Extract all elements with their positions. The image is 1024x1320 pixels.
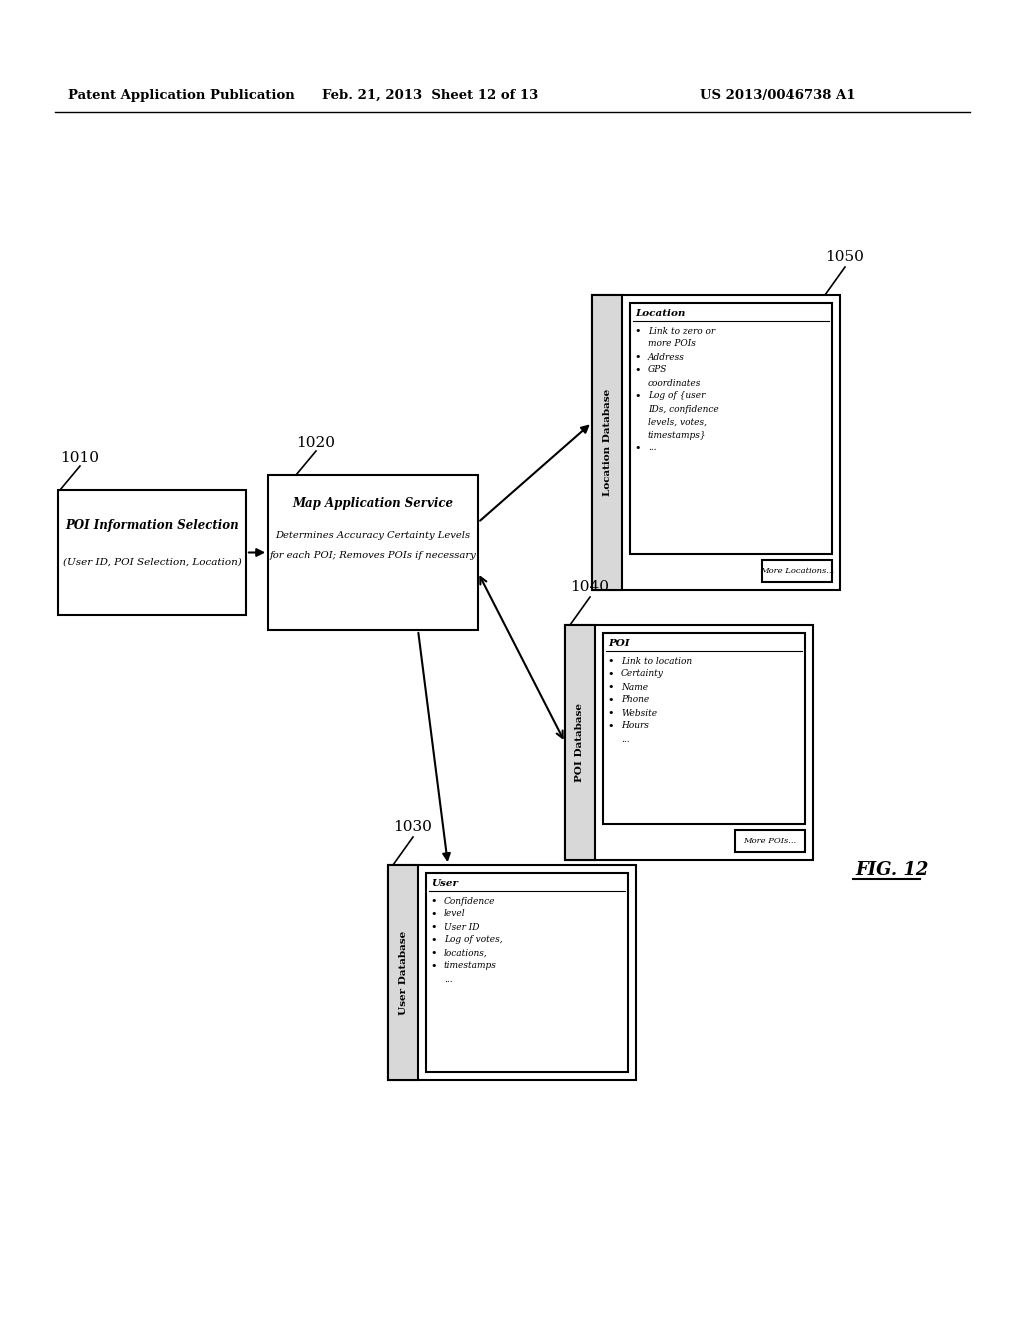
- Text: More Locations...: More Locations...: [760, 568, 835, 576]
- FancyBboxPatch shape: [565, 624, 595, 861]
- FancyBboxPatch shape: [58, 490, 246, 615]
- Text: Log of votes,: Log of votes,: [444, 936, 503, 945]
- Text: coordinates: coordinates: [648, 379, 701, 388]
- Text: ...: ...: [621, 734, 630, 743]
- Text: •: •: [608, 669, 614, 678]
- Text: US 2013/0046738 A1: US 2013/0046738 A1: [700, 88, 855, 102]
- Text: GPS: GPS: [648, 366, 668, 375]
- Text: •: •: [608, 708, 614, 718]
- Text: Link to location: Link to location: [621, 656, 692, 665]
- Text: POI Information Selection: POI Information Selection: [66, 519, 239, 532]
- Text: Determines Accuracy Certainty Levels: Determines Accuracy Certainty Levels: [275, 531, 471, 540]
- Text: locations,: locations,: [444, 949, 487, 957]
- Text: •: •: [431, 909, 437, 919]
- Text: 1010: 1010: [60, 451, 99, 465]
- Text: •: •: [635, 366, 641, 375]
- Text: FIG. 12: FIG. 12: [855, 861, 929, 879]
- FancyBboxPatch shape: [735, 830, 805, 851]
- Text: •: •: [635, 391, 641, 401]
- Text: Address: Address: [648, 352, 685, 362]
- Text: User Database: User Database: [398, 931, 408, 1015]
- Text: •: •: [431, 896, 437, 906]
- Text: •: •: [608, 656, 614, 667]
- Text: ...: ...: [648, 444, 656, 453]
- Text: for each POI; Removes POIs if necessary: for each POI; Removes POIs if necessary: [269, 550, 476, 560]
- Text: Link to zero or: Link to zero or: [648, 326, 715, 335]
- Text: timestamps: timestamps: [444, 961, 497, 970]
- Text: timestamps}: timestamps}: [648, 430, 707, 440]
- Text: More POIs...: More POIs...: [743, 837, 797, 845]
- Text: Map Application Service: Map Application Service: [293, 496, 454, 510]
- Text: •: •: [431, 948, 437, 958]
- FancyBboxPatch shape: [592, 294, 840, 590]
- Text: Location Database: Location Database: [602, 389, 611, 496]
- FancyBboxPatch shape: [268, 475, 478, 630]
- Text: 1030: 1030: [393, 820, 432, 834]
- Text: Patent Application Publication: Patent Application Publication: [68, 88, 295, 102]
- Text: Feb. 21, 2013  Sheet 12 of 13: Feb. 21, 2013 Sheet 12 of 13: [322, 88, 539, 102]
- Text: IDs, confidence: IDs, confidence: [648, 404, 719, 413]
- Text: level: level: [444, 909, 466, 919]
- Text: 1050: 1050: [825, 249, 864, 264]
- Text: •: •: [608, 696, 614, 705]
- FancyBboxPatch shape: [762, 560, 831, 582]
- Text: •: •: [608, 721, 614, 731]
- Text: Location: Location: [635, 309, 685, 318]
- Text: POI: POI: [608, 639, 630, 648]
- Text: •: •: [431, 921, 437, 932]
- Text: 1020: 1020: [296, 436, 335, 450]
- Text: •: •: [635, 326, 641, 337]
- Text: 1040: 1040: [570, 579, 609, 594]
- Text: Website: Website: [621, 709, 657, 718]
- Text: POI Database: POI Database: [575, 704, 585, 781]
- FancyBboxPatch shape: [630, 304, 831, 554]
- FancyBboxPatch shape: [603, 634, 805, 824]
- Text: Name: Name: [621, 682, 648, 692]
- Text: User: User: [431, 879, 458, 888]
- Text: Confidence: Confidence: [444, 896, 496, 906]
- Text: User ID: User ID: [444, 923, 479, 932]
- FancyBboxPatch shape: [426, 873, 628, 1072]
- Text: (User ID, POI Selection, Location): (User ID, POI Selection, Location): [62, 557, 242, 566]
- Text: Log of {user: Log of {user: [648, 392, 706, 400]
- Text: •: •: [635, 444, 641, 453]
- FancyBboxPatch shape: [388, 865, 418, 1080]
- Text: •: •: [635, 352, 641, 362]
- Text: Hours: Hours: [621, 722, 649, 730]
- Text: more POIs: more POIs: [648, 339, 696, 348]
- FancyBboxPatch shape: [592, 294, 622, 590]
- Text: levels, votes,: levels, votes,: [648, 417, 707, 426]
- Text: Certainty: Certainty: [621, 669, 664, 678]
- FancyBboxPatch shape: [565, 624, 813, 861]
- FancyBboxPatch shape: [388, 865, 636, 1080]
- Text: •: •: [608, 682, 614, 692]
- Text: ...: ...: [444, 974, 453, 983]
- Text: Phone: Phone: [621, 696, 649, 705]
- Text: •: •: [431, 961, 437, 972]
- Text: •: •: [431, 935, 437, 945]
